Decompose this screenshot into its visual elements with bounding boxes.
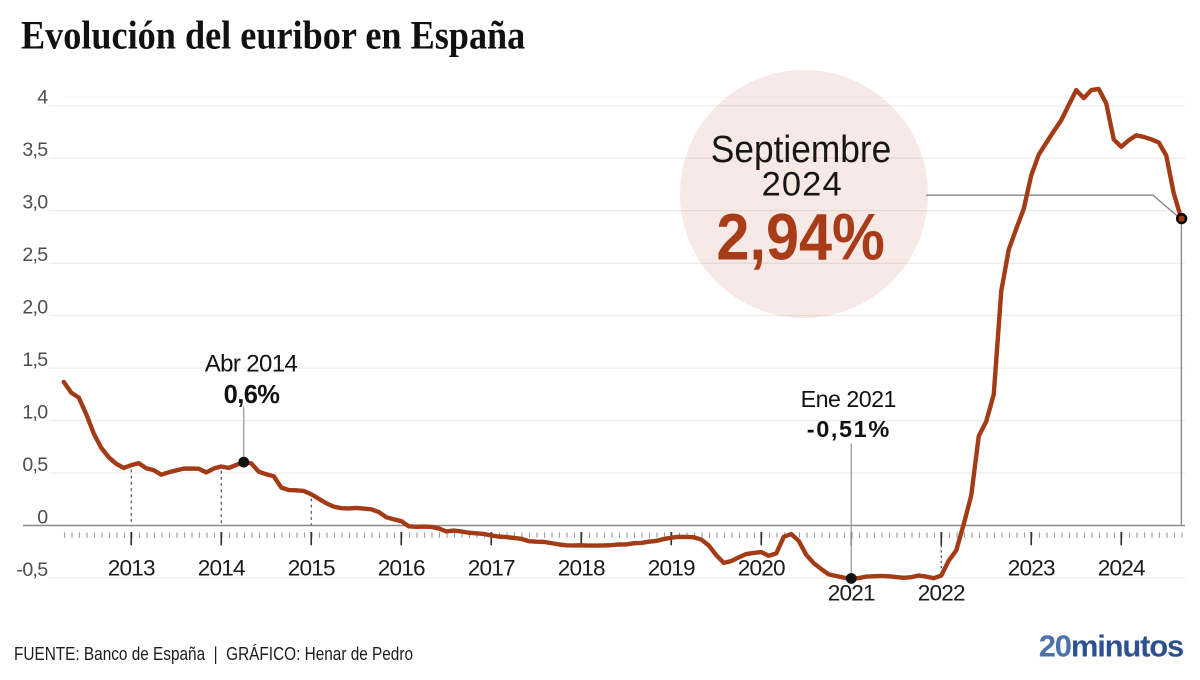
svg-text:2014: 2014 bbox=[198, 556, 245, 581]
svg-text:2022: 2022 bbox=[918, 580, 965, 605]
svg-text:0,6%: 0,6% bbox=[224, 381, 280, 409]
svg-text:0: 0 bbox=[37, 506, 48, 528]
svg-text:2021: 2021 bbox=[828, 580, 875, 605]
svg-text:2024: 2024 bbox=[762, 166, 843, 204]
svg-text:2020: 2020 bbox=[738, 556, 785, 581]
svg-text:2,5: 2,5 bbox=[22, 244, 48, 266]
svg-text:3,0: 3,0 bbox=[22, 191, 48, 213]
svg-text:1,0: 1,0 bbox=[22, 401, 48, 423]
svg-text:2019: 2019 bbox=[648, 556, 695, 581]
svg-text:4: 4 bbox=[37, 87, 48, 109]
svg-text:Ene 2021: Ene 2021 bbox=[801, 386, 896, 412]
svg-text:1,5: 1,5 bbox=[22, 349, 48, 371]
svg-text:Abr 2014: Abr 2014 bbox=[205, 351, 298, 378]
svg-text:Septiembre: Septiembre bbox=[711, 128, 891, 170]
svg-text:2024: 2024 bbox=[1098, 556, 1145, 581]
svg-text:-0,51%: -0,51% bbox=[807, 416, 891, 442]
svg-text:2018: 2018 bbox=[558, 556, 605, 581]
svg-text:-0,5: -0,5 bbox=[17, 559, 49, 581]
svg-text:2023: 2023 bbox=[1008, 556, 1055, 581]
svg-text:0,5: 0,5 bbox=[22, 454, 48, 476]
svg-text:Evolución del euribor en Españ: Evolución del euribor en España bbox=[21, 14, 525, 58]
svg-text:FUENTE: Banco de España | GR: FUENTE: Banco de España | GRÁFICO: Henar… bbox=[14, 644, 413, 665]
svg-text:2,0: 2,0 bbox=[22, 296, 48, 318]
svg-text:2017: 2017 bbox=[468, 556, 515, 581]
svg-text:2016: 2016 bbox=[378, 556, 425, 581]
svg-text:20minutos: 20minutos bbox=[1039, 629, 1183, 664]
svg-text:2015: 2015 bbox=[288, 556, 335, 581]
svg-text:2013: 2013 bbox=[108, 556, 155, 581]
svg-text:3,5: 3,5 bbox=[22, 139, 48, 161]
svg-text:2,94%: 2,94% bbox=[716, 200, 884, 274]
